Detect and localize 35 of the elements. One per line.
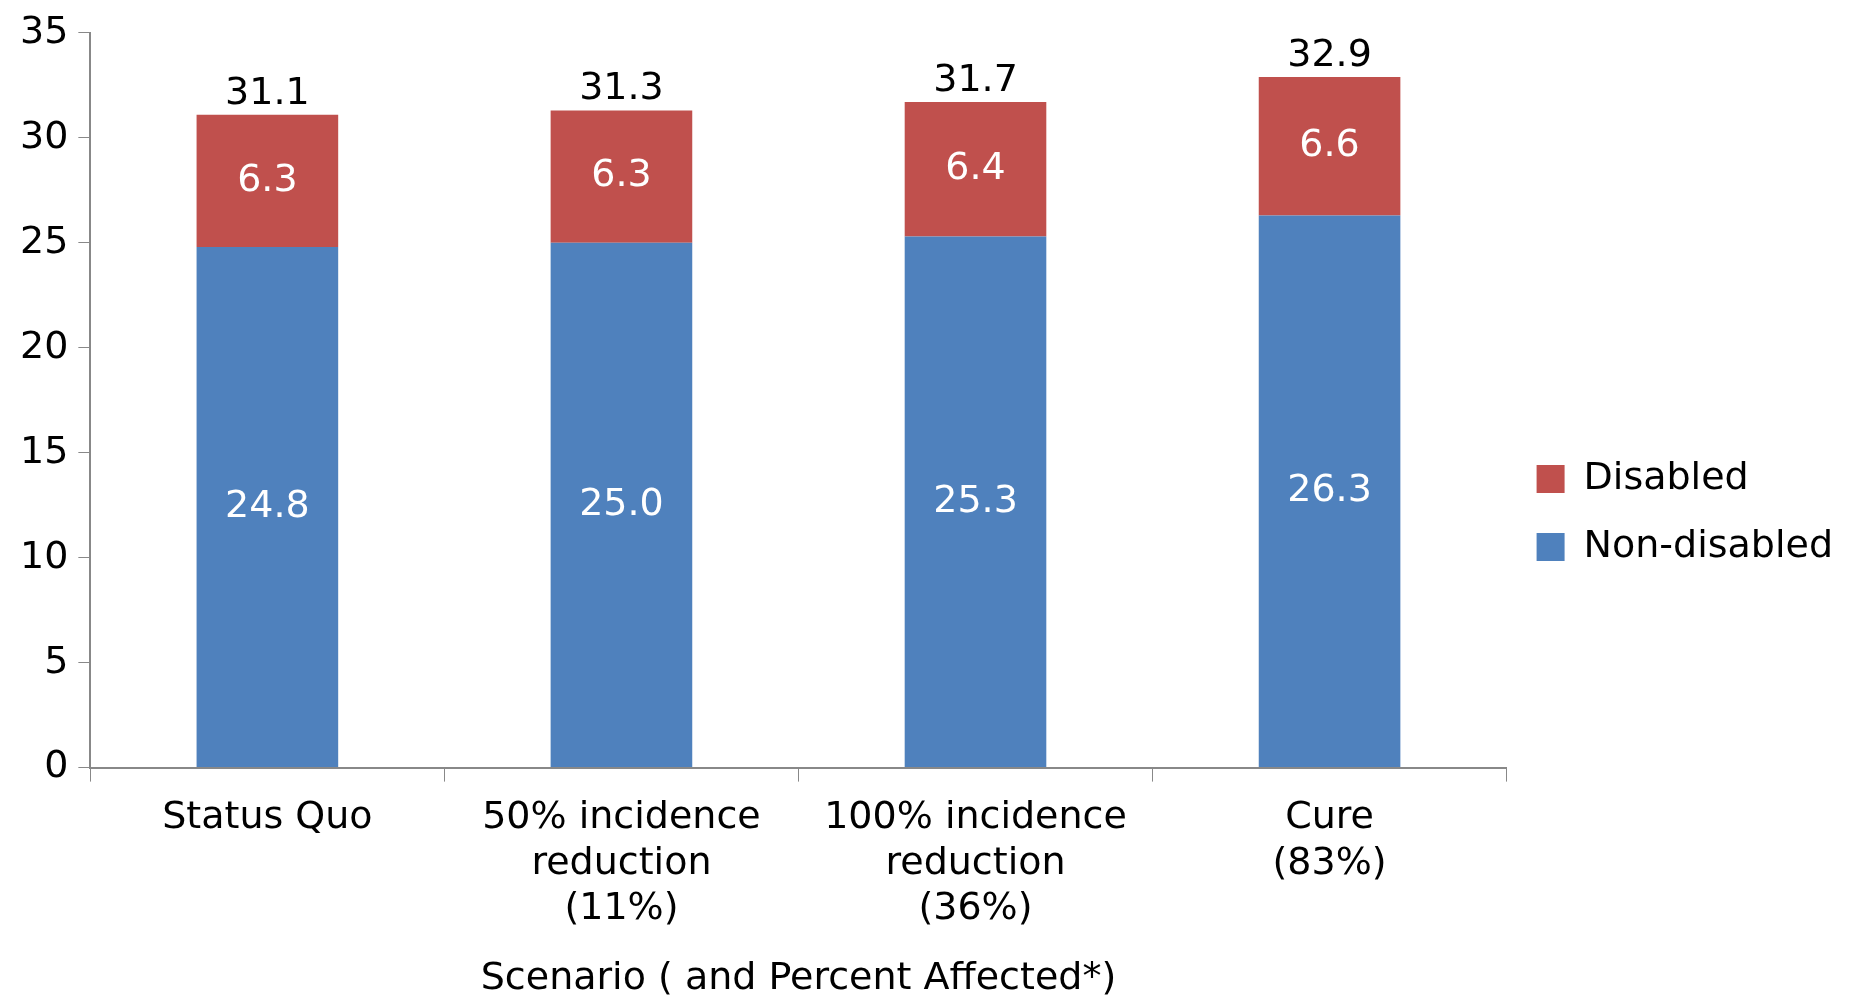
data-label: 25.3 xyxy=(933,476,1018,521)
y-tick-label: 10 xyxy=(19,532,69,577)
y-tick-label: 35 xyxy=(19,7,69,52)
y-tick-label: 30 xyxy=(19,112,69,157)
bar xyxy=(196,246,339,768)
x-tick-label: 50% incidence reduction (11%) xyxy=(482,793,761,929)
data-label: 26.3 xyxy=(1287,466,1372,511)
bar xyxy=(904,236,1047,768)
data-label: 6.3 xyxy=(237,155,298,200)
data-label: 6.4 xyxy=(945,144,1006,189)
legend-label: Non-disabled xyxy=(1583,521,1834,566)
y-tick-label: 15 xyxy=(19,427,69,472)
data-label: 24.8 xyxy=(225,481,310,526)
x-tick-label: Status Quo xyxy=(162,793,373,838)
bar xyxy=(196,114,339,247)
total-label: 31.7 xyxy=(933,55,1018,100)
y-tick-label: 25 xyxy=(19,217,69,262)
bar xyxy=(1258,76,1401,216)
total-label: 31.1 xyxy=(225,68,310,113)
legend-label: Disabled xyxy=(1583,453,1749,498)
y-tick-label: 5 xyxy=(44,637,69,682)
data-label: 6.6 xyxy=(1299,121,1360,166)
data-label: 25.0 xyxy=(579,479,664,524)
bar xyxy=(904,102,1047,237)
y-tick-label: 0 xyxy=(44,742,69,787)
bar xyxy=(550,242,693,768)
bar xyxy=(1258,215,1401,768)
data-label: 6.3 xyxy=(591,151,652,196)
bar xyxy=(550,110,693,243)
y-tick-label: 20 xyxy=(19,322,69,367)
x-tick-label: 100% incidence reduction (36%) xyxy=(824,793,1127,929)
x-axis-title: Scenario ( and Percent Affected*) xyxy=(480,954,1117,999)
total-label: 31.3 xyxy=(579,64,664,109)
x-tick-label: Cure (83%) xyxy=(1272,793,1387,883)
total-label: 32.9 xyxy=(1287,30,1372,75)
